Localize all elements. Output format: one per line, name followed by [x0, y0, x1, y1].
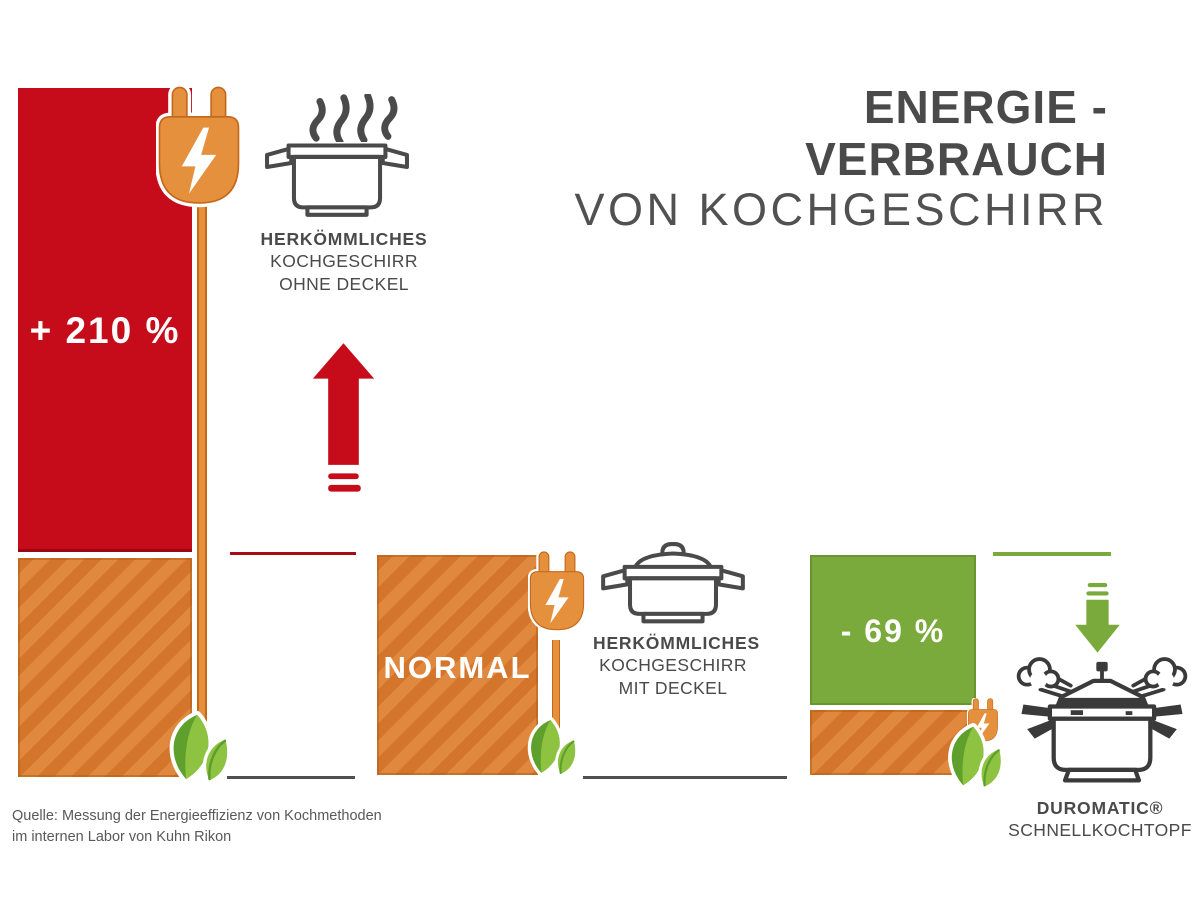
caption-duromatic: DUROMATIC® SCHNELLKOCHTOPF — [975, 797, 1200, 842]
page-title: ENERGIE - VERBRAUCH VON KOCHGESCHIRR — [560, 81, 1108, 236]
title-line1: ENERGIE - VERBRAUCH — [805, 81, 1108, 185]
leaves-icon — [524, 716, 580, 777]
value-label-with-lid: NORMAL — [383, 650, 532, 685]
source-line1: Quelle: Messung der Energieeffizienz von… — [12, 808, 382, 824]
value-label-without-lid: + 210 % — [29, 310, 181, 351]
up-arrow-icon — [310, 340, 377, 492]
title-line2: VON KOCHGESCHIRR — [574, 184, 1108, 236]
caption-with-lid: HERKÖMMLICHES KOCHGESCHIRR MIT DECKEL — [593, 632, 760, 699]
caption-without-lid-line1: HERKÖMMLICHES — [260, 229, 428, 249]
pressure-cooker-icon — [1012, 657, 1192, 790]
power-cord-middle — [549, 637, 563, 751]
caption-duromatic-line1: DUROMATIC® — [1036, 798, 1164, 818]
caption-duromatic-line2: SCHNELLKOCHTOPF — [1008, 820, 1192, 841]
normal-level-line-right — [993, 552, 1111, 556]
source-line2: im internen Labor von Kuhn Rikon — [12, 829, 232, 846]
plug-icon — [528, 551, 586, 662]
down-arrow-icon — [1073, 583, 1122, 661]
caption-without-lid: HERKÖMMLICHES KOCHGESCHIRR OHNE DECKEL — [256, 228, 432, 295]
caption-without-lid-line2: KOCHGESCHIRR — [270, 251, 418, 272]
normal-level-line-left — [230, 552, 356, 555]
baseline-left — [227, 776, 355, 779]
caption-with-lid-line3: MIT DECKEL — [618, 677, 728, 698]
source-note: Quelle: Messung der Energieeffizienz von… — [12, 806, 382, 848]
power-cord-left — [193, 201, 211, 749]
caption-without-lid-line3: OHNE DECKEL — [279, 273, 409, 294]
leaves-icon — [944, 722, 1006, 790]
baseline-middle — [583, 776, 787, 779]
plug-icon — [156, 86, 242, 251]
leaves-icon — [165, 710, 233, 784]
value-label-duromatic: - 69 % — [840, 613, 946, 649]
pot-without-lid-icon — [263, 140, 411, 221]
caption-with-lid-line1: HERKÖMMLICHES — [593, 633, 760, 653]
bar-with-lid: NORMAL — [377, 555, 538, 775]
pot-with-lid-icon — [599, 536, 747, 626]
caption-with-lid-line2: KOCHGESCHIRR — [599, 655, 747, 676]
bar-without-lid-normal-part — [18, 558, 192, 777]
steam-icon — [307, 94, 399, 142]
bar-duromatic-savings: - 69 % — [810, 555, 976, 705]
bar-duromatic-consumption — [810, 710, 976, 775]
